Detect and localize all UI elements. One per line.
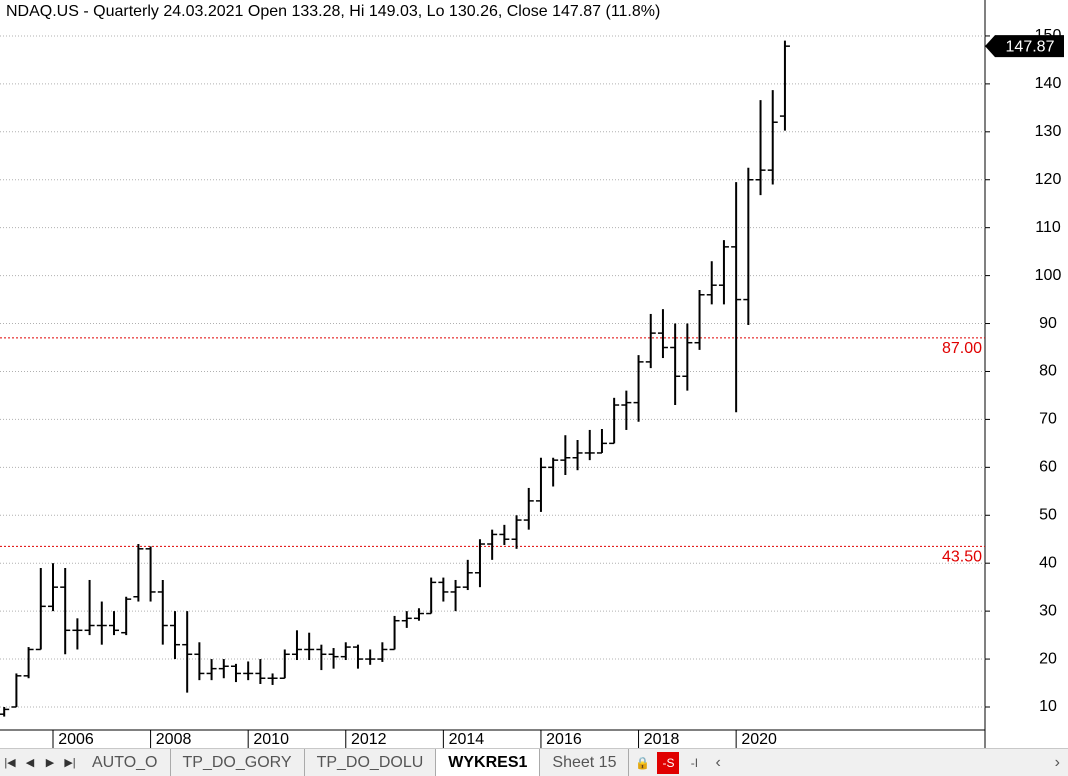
y-tick-label: 90 [1039, 315, 1057, 332]
horizontal-line-label: 43.50 [942, 549, 982, 566]
sheet-tab[interactable]: WYKRES1 [436, 749, 541, 776]
sheet-tab-bar: |◀ ◀ ▶ ▶| AUTO_O TP_DO_GORY TP_DO_DOLU WYKR… [0, 748, 1068, 776]
tabs: AUTO_O TP_DO_GORY TP_DO_DOLU WYKRES1 Sheet 1… [80, 749, 630, 776]
x-tick-label: 2020 [741, 731, 777, 748]
button[interactable]: -S [657, 751, 680, 774]
chart-title: NDAQ.US - Quarterly 24.03.2021 Open 133.… [6, 3, 660, 20]
x-tick-label: 2010 [253, 731, 289, 748]
y-tick-label: 130 [1035, 123, 1062, 140]
y-tick-label: 30 [1039, 602, 1057, 619]
last-price-box [985, 35, 1064, 58]
x-tick-label: 2016 [546, 731, 582, 748]
y-tick-label: 80 [1039, 363, 1057, 380]
nav-first[interactable]: |◀ [4, 757, 16, 769]
sheet-tab[interactable]: TP_DO_DOLU [305, 749, 437, 776]
y-tick-label: 60 [1039, 459, 1057, 476]
last-price-label: 147.87 [1006, 38, 1055, 55]
button[interactable]: -I [690, 755, 699, 770]
nav-next[interactable]: ▶ [45, 757, 55, 769]
y-tick-label: 50 [1039, 506, 1057, 523]
y-tick-label: 40 [1039, 554, 1057, 571]
y-tick-label: 70 [1039, 411, 1057, 428]
y-tick-label: 120 [1035, 171, 1062, 188]
y-tick-label: 20 [1039, 650, 1057, 667]
nav-last[interactable]: ▶| [64, 757, 76, 769]
horizontal-line-label: 87.00 [942, 340, 982, 357]
x-tick-label: 2006 [58, 731, 94, 748]
chart: NDAQ.US - Quarterly 24.03.2021 Open 133.… [0, 0, 1064, 748]
sheet-tab[interactable]: AUTO_O [80, 749, 171, 776]
y-tick-label: 10 [1039, 698, 1057, 715]
x-tick-label: 2014 [449, 731, 485, 748]
x-tick-label: 2008 [156, 731, 192, 748]
scrollbar[interactable]: ‹ › [715, 753, 1060, 771]
nav-prev[interactable]: ◀ [25, 757, 35, 769]
y-tick-label: 100 [1035, 267, 1062, 284]
sheet-tab[interactable]: Sheet 15 [540, 749, 630, 776]
lock-icon[interactable]: 🔒 [634, 755, 650, 770]
x-tick-label: 2012 [351, 731, 387, 748]
sheet-tab[interactable]: TP_DO_GORY [171, 749, 305, 776]
y-tick-label: 110 [1035, 219, 1061, 236]
y-tick-label: 140 [1035, 75, 1062, 92]
x-tick-label: 2018 [644, 731, 680, 748]
